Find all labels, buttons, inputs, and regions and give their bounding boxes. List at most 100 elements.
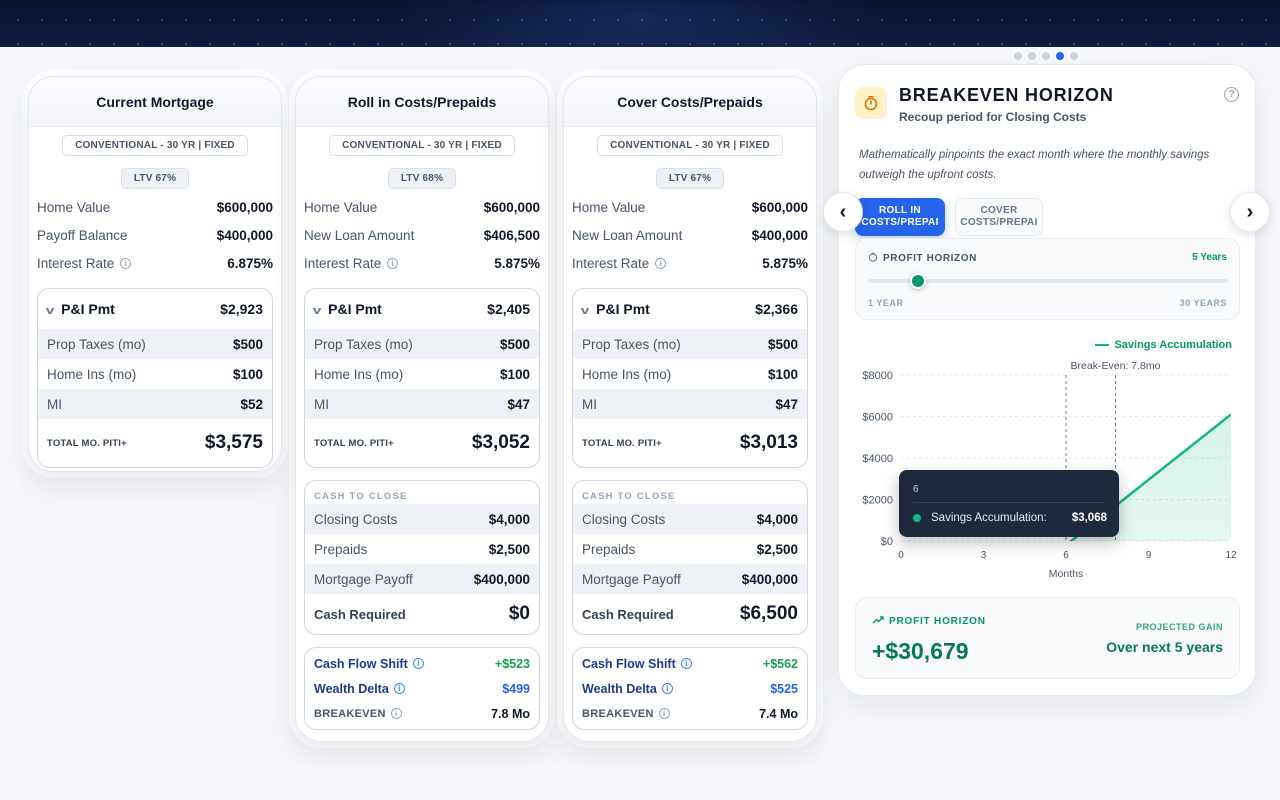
carousel-dot[interactable]	[1028, 52, 1036, 60]
chevron-left-icon[interactable]: ‹	[839, 200, 847, 223]
panel-title: BREAKEVEN HORIZON	[899, 85, 1114, 105]
loan-type-chip: CONVENTIONAL - 30 YR | FIXED	[597, 135, 783, 156]
ltv-chip: LTV 67%	[120, 168, 190, 189]
closing-costs-row: Closing Costs $4,000	[573, 504, 807, 534]
ltv-chip: LTV 67%	[655, 168, 725, 189]
mi-row: MI $47	[573, 389, 807, 419]
loan-type-chip: CONVENTIONAL - 30 YR | FIXED	[62, 135, 248, 156]
trending-up-icon	[872, 615, 884, 627]
chevron-down-icon[interactable]: v	[580, 305, 590, 317]
info-icon[interactable]: i	[390, 708, 402, 719]
y-tick-label: $6000	[862, 412, 893, 424]
interest-rate-row: Interest Rate i 6.875%	[37, 255, 273, 271]
metrics-box: Cash Flow Shift i +$523 Wealth Delta i $499 …	[304, 647, 540, 730]
breakeven-row: BREAKEVEN i 7.8 Mo	[314, 706, 530, 721]
payment-box: v P&I Pmt $2,366 Prop Taxes (mo) $500 Home …	[572, 288, 808, 468]
card-title: Current Mortgage	[29, 77, 281, 127]
chevron-down-icon[interactable]: v	[45, 305, 55, 317]
info-icon[interactable]: i	[412, 658, 424, 669]
home-value-row: Home Value $600,000	[37, 199, 273, 215]
tooltip-series-name: Savings Accumulation:	[931, 512, 1047, 524]
prop-taxes-row: Prop Taxes (mo) $500	[38, 329, 272, 359]
series-line	[1069, 413, 1231, 541]
mortgage-payoff-row: Mortgage Payoff $400,000	[305, 564, 539, 594]
wealth-delta-row: Wealth Delta i $499	[314, 681, 530, 696]
x-tick-label: 3	[981, 550, 987, 561]
mortgage-payoff-row: Mortgage Payoff $400,000	[573, 564, 807, 594]
home-ins-row: Home Ins (mo) $100	[47, 366, 263, 382]
breakeven-panel: BREAKEVEN HORIZON Recoup period for Clos…	[838, 64, 1256, 696]
profit-horizon-slider-box: PROFIT HORIZON 5 Years 1 YEAR 30 YEARS	[855, 238, 1240, 320]
closing-costs-row: Closing Costs $4,000	[305, 504, 539, 534]
projected-gain-box: PROFIT HORIZON +$30,679 PROJECTED GAIN O…	[855, 597, 1240, 679]
info-icon[interactable]: i	[661, 683, 673, 694]
legend-swatch	[1095, 344, 1110, 346]
new-loan-amount-row: New Loan Amount $406,500	[304, 227, 540, 243]
home-value-row: Home Value $600,000	[304, 199, 540, 215]
info-icon[interactable]: i	[655, 257, 667, 269]
scenario-card-cover: Cover Costs/Prepaids CONVENTIONAL - 30 Y…	[563, 76, 817, 742]
total-piti-row: TOTAL MO. PITI+ $3,052	[314, 432, 530, 453]
info-icon[interactable]: i	[387, 257, 399, 269]
tab-cover[interactable]: COVER COSTS/PREPAI	[955, 198, 1043, 236]
panel-description: Mathematically pinpoints the exact month…	[859, 149, 1210, 181]
breakeven-annotation: Break-Even: 7.8mo	[1071, 360, 1161, 372]
metrics-box: Cash Flow Shift i +$562 Wealth Delta i $525 …	[572, 647, 808, 730]
loan-type-chip: CONVENTIONAL - 30 YR | FIXED	[329, 135, 515, 156]
tooltip-x-value: 6	[913, 484, 919, 495]
profit-horizon-gain-label: PROFIT HORIZON	[872, 615, 986, 627]
pi-payment-row[interactable]: v P&I Pmt $2,405	[312, 301, 530, 317]
pi-payment-row[interactable]: v P&I Pmt $2,366	[580, 301, 798, 317]
prop-taxes-row: Prop Taxes (mo) $500	[305, 329, 539, 359]
home-ins-row: Home Ins (mo) $100	[314, 366, 530, 382]
x-tick-label: 6	[1063, 550, 1069, 561]
profit-horizon-slider[interactable]	[868, 273, 1228, 289]
projected-gain-amount: +$30,679	[872, 638, 969, 664]
y-tick-label: $2000	[862, 495, 893, 507]
payment-box: v P&I Pmt $2,405 Prop Taxes (mo) $500 Home …	[304, 288, 540, 468]
cash-to-close-label: CASH TO CLOSE	[582, 491, 676, 502]
cash-required-row: Cash Required $6,500	[582, 603, 798, 624]
top-banner	[0, 0, 1280, 47]
slider-thumb[interactable]	[909, 273, 926, 289]
projected-gain-period: Over next 5 years	[1106, 639, 1223, 655]
carousel-dots	[1014, 52, 1078, 60]
carousel-dot[interactable]	[1014, 52, 1022, 60]
pi-payment-row[interactable]: v P&I Pmt $2,923	[45, 301, 263, 317]
scenario-stage: Current Mortgage CONVENTIONAL - 30 YR | …	[22, 72, 822, 762]
chevron-down-icon[interactable]: v	[312, 305, 322, 317]
carousel-dot[interactable]	[1042, 52, 1050, 60]
cash-to-close-label: CASH TO CLOSE	[314, 491, 408, 502]
card-title: Roll in Costs/Prepaids	[296, 77, 548, 127]
chart-svg[interactable]: $0 $2000 $4000 $6000 $8000 0 3 6 9 12 Months Break-…	[839, 333, 1257, 593]
info-icon[interactable]: i	[658, 708, 670, 719]
interest-rate-row: Interest Rate i 5.875%	[304, 255, 540, 271]
x-tick-label: 9	[1146, 550, 1152, 561]
home-ins-row: Home Ins (mo) $100	[582, 366, 798, 382]
x-tick-label: 0	[898, 550, 904, 561]
carousel-dot[interactable]	[1070, 52, 1078, 60]
slider-max-label: 30 YEARS	[1179, 298, 1227, 308]
slider-min-label: 1 YEAR	[868, 298, 904, 308]
prop-taxes-row: Prop Taxes (mo) $500	[573, 329, 807, 359]
series-area	[901, 414, 1231, 541]
tooltip-series-dot	[913, 514, 921, 522]
chevron-right-icon[interactable]: ›	[1246, 200, 1254, 223]
x-axis-label: Months	[1049, 568, 1083, 580]
x-tick-label: 12	[1225, 550, 1237, 561]
info-icon[interactable]: i	[680, 658, 692, 669]
cash-flow-shift-row: Cash Flow Shift i +$562	[582, 656, 798, 671]
tab-roll-in[interactable]: ROLL IN COSTS/PREPAI	[855, 198, 945, 236]
info-icon[interactable]: i	[393, 683, 405, 694]
savings-chart: Savings Accumulation $0 $2000 $4000 $6000 $8…	[839, 333, 1257, 593]
question-icon[interactable]: ?	[1224, 87, 1239, 102]
info-icon[interactable]: i	[120, 257, 132, 269]
carousel-next-button[interactable]: ›	[1230, 192, 1270, 232]
new-loan-amount-row: New Loan Amount $400,000	[572, 227, 808, 243]
carousel-prev-button[interactable]: ‹	[823, 192, 863, 232]
payoff-balance-row: Payoff Balance $400,000	[37, 227, 273, 243]
y-tick-label: $8000	[862, 370, 893, 382]
chart-legend: Savings Accumulation	[1095, 339, 1232, 351]
cash-to-close-box: CASH TO CLOSE Closing Costs $4,000 Prepai…	[304, 480, 540, 635]
carousel-dot[interactable]	[1056, 52, 1064, 60]
